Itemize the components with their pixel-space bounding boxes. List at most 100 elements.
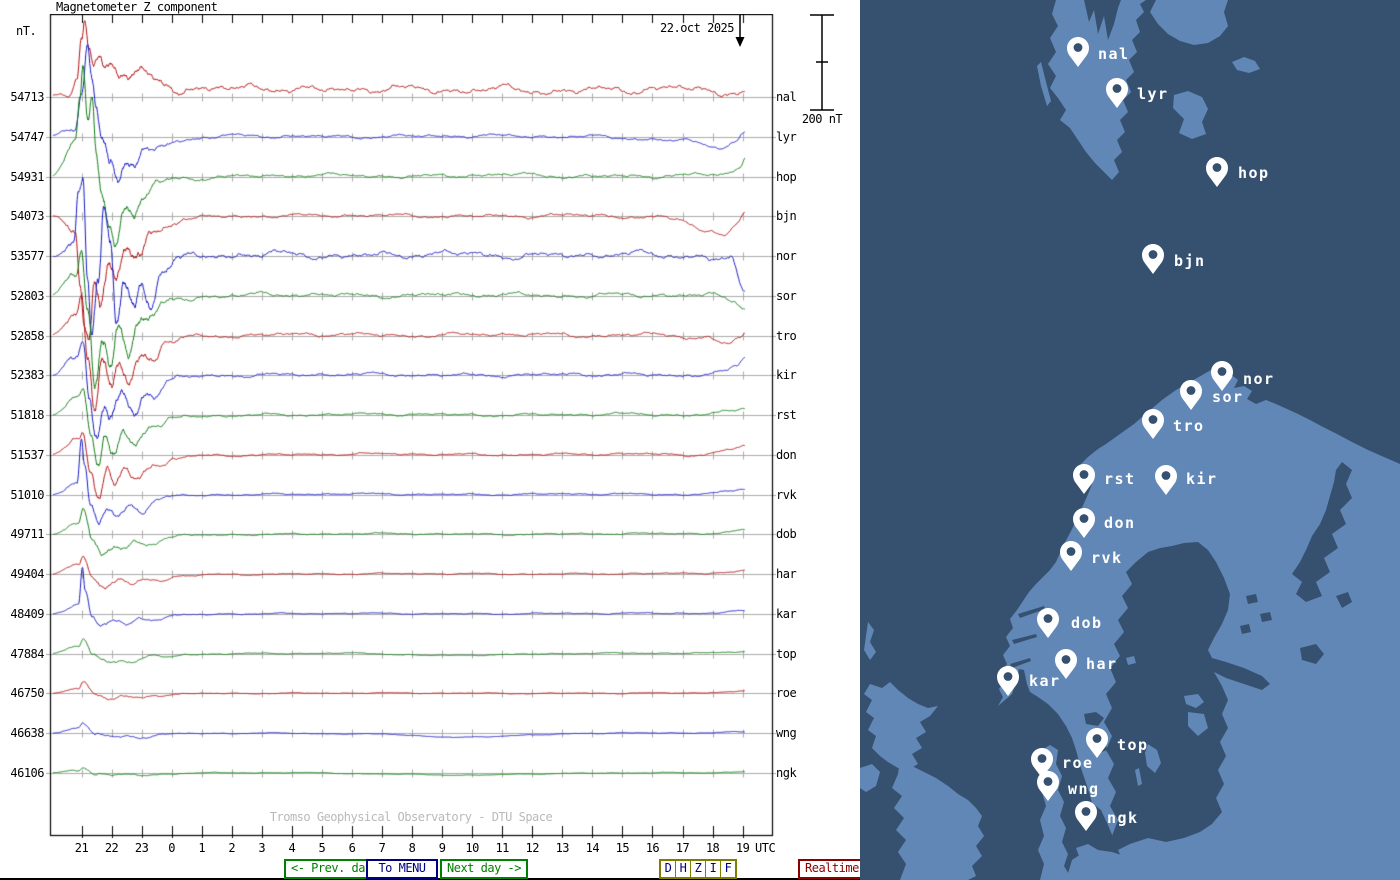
map-label-ngk: ngk <box>1107 809 1139 827</box>
map-label-kir: kir <box>1186 470 1218 488</box>
component-Z-button[interactable]: Z <box>691 861 706 877</box>
scale-bar-label: 200 nT <box>801 112 843 126</box>
norwegian-fjord-2 <box>1012 634 1037 644</box>
map-pin-rvk <box>1060 541 1082 571</box>
map-pin-top <box>1086 728 1108 758</box>
magnetogram-canvas <box>46 14 776 840</box>
map-label-bjn: bjn <box>1174 252 1206 270</box>
map-pin-don <box>1073 508 1095 538</box>
x-tick-17: 17 <box>675 841 690 855</box>
baseline-value-top: 47884 <box>10 646 44 661</box>
x-tick-1: 1 <box>198 841 206 855</box>
map-pin-lyr <box>1106 78 1128 108</box>
x-tick-4: 4 <box>288 841 296 855</box>
station-code-ngk: ngk <box>776 765 797 780</box>
to-menu-button[interactable]: To MENU <box>366 859 438 879</box>
norwegian-fjord-3 <box>1010 658 1031 668</box>
map-pin-hop <box>1206 157 1228 187</box>
x-tick-21: 21 <box>74 841 89 855</box>
component-D-button[interactable]: D <box>661 861 676 877</box>
station-code-kar: kar <box>776 606 797 621</box>
landmass-england <box>892 760 984 880</box>
baseline-value-tro: 52858 <box>10 328 44 343</box>
station-code-don: don <box>776 447 797 462</box>
landmass-scotland <box>864 682 938 770</box>
map-label-dob: dob <box>1071 614 1103 632</box>
landmass-n-ireland <box>860 764 880 792</box>
landmass-jutland <box>1036 745 1070 880</box>
map-pin-rst <box>1073 464 1095 494</box>
map-pin-kir <box>1155 465 1177 495</box>
map-pin-sor <box>1180 380 1202 410</box>
x-tick-18: 18 <box>705 841 720 855</box>
baseline-value-sor: 52803 <box>10 288 44 303</box>
baseline-value-ngk: 46106 <box>10 765 44 780</box>
map-label-hop: hop <box>1238 164 1270 182</box>
x-tick-22: 22 <box>104 841 119 855</box>
baseline-value-wng: 46638 <box>10 726 44 741</box>
baseline-value-hop: 54931 <box>10 169 44 184</box>
station-code-top: top <box>776 646 797 661</box>
map-pin-dob <box>1037 608 1059 638</box>
station-map: nal lyr hop bjn nor sor tro rst kir don rvk dob har k… <box>860 0 1400 880</box>
baseline-value-nal: 54713 <box>10 90 44 104</box>
map-label-wng: wng <box>1068 780 1100 798</box>
component-F-button[interactable]: F <box>724 861 732 875</box>
baseline-value-bjn: 54073 <box>10 209 44 224</box>
map-pin-bjn <box>1142 244 1164 274</box>
station-code-bjn: bjn <box>776 209 797 224</box>
prev-day-button[interactable]: <- Prev. day <box>284 859 379 879</box>
lake-onega <box>1336 592 1352 608</box>
baseline-value-don: 51537 <box>10 447 44 462</box>
observatory-credit: Tromso Geophysical Observatory - DTU Spa… <box>269 810 553 824</box>
baseline-value-lyr: 54747 <box>10 129 44 144</box>
map-pin-roe <box>1031 748 1053 778</box>
station-code-nor: nor <box>776 249 797 264</box>
landmass-nordaustlandet <box>1150 0 1228 45</box>
x-tick-2: 2 <box>228 841 236 855</box>
svalbard-fjords <box>1084 0 1121 40</box>
component-I-button[interactable]: I <box>706 861 721 877</box>
magnetogram-panel: Magnetometer Z component nT. 22.oct 2025… <box>0 0 866 880</box>
station-code-roe: roe <box>776 686 797 701</box>
baseline-value-dob: 49711 <box>10 527 44 542</box>
baseline-value-roe: 46750 <box>10 686 44 701</box>
next-day-button[interactable]: Next day -> <box>440 859 528 879</box>
x-tick-6: 6 <box>348 841 356 855</box>
x-tick-7: 7 <box>378 841 386 855</box>
map-label-top: top <box>1117 736 1149 754</box>
x-tick-0: 0 <box>168 841 175 855</box>
finnish-lakes-3 <box>1240 624 1251 634</box>
island-gotland <box>1145 744 1161 773</box>
station-code-sor: sor <box>776 288 797 303</box>
norwegian-fjord-1 <box>1018 606 1045 618</box>
map-pin-ngk <box>1075 801 1097 831</box>
station-code-dob: dob <box>776 527 797 542</box>
map-label-tro: tro <box>1173 417 1205 435</box>
map-label-kar: kar <box>1029 672 1061 690</box>
station-code-rvk: rvk <box>776 487 797 502</box>
station-code-tro: tro <box>776 328 797 343</box>
island-aland <box>1126 656 1136 665</box>
island-oland <box>1135 768 1142 786</box>
island-hiiumaa <box>1188 712 1208 736</box>
station-code-wng: wng <box>776 726 797 741</box>
x-tick-11: 11 <box>495 841 509 855</box>
baseline-value-rvk: 51010 <box>10 487 44 502</box>
realtime-button[interactable]: Realtime <box>798 859 866 879</box>
station-code-kir: kir <box>776 368 797 383</box>
x-tick-8: 8 <box>408 841 416 855</box>
finnish-lakes-1 <box>1246 594 1258 604</box>
map-label-don: don <box>1104 514 1136 532</box>
landmass-north-germany <box>1066 850 1160 880</box>
map-label-nor: nor <box>1243 370 1275 388</box>
station-code-hop: hop <box>776 169 797 184</box>
map-label-har: har <box>1086 655 1118 673</box>
x-tick-19: 19 <box>735 841 750 855</box>
lake-ladoga <box>1300 644 1324 664</box>
landmass-edgeoya <box>1173 91 1208 139</box>
component-H-button[interactable]: H <box>676 861 691 877</box>
island-saaremaa <box>1184 694 1204 708</box>
